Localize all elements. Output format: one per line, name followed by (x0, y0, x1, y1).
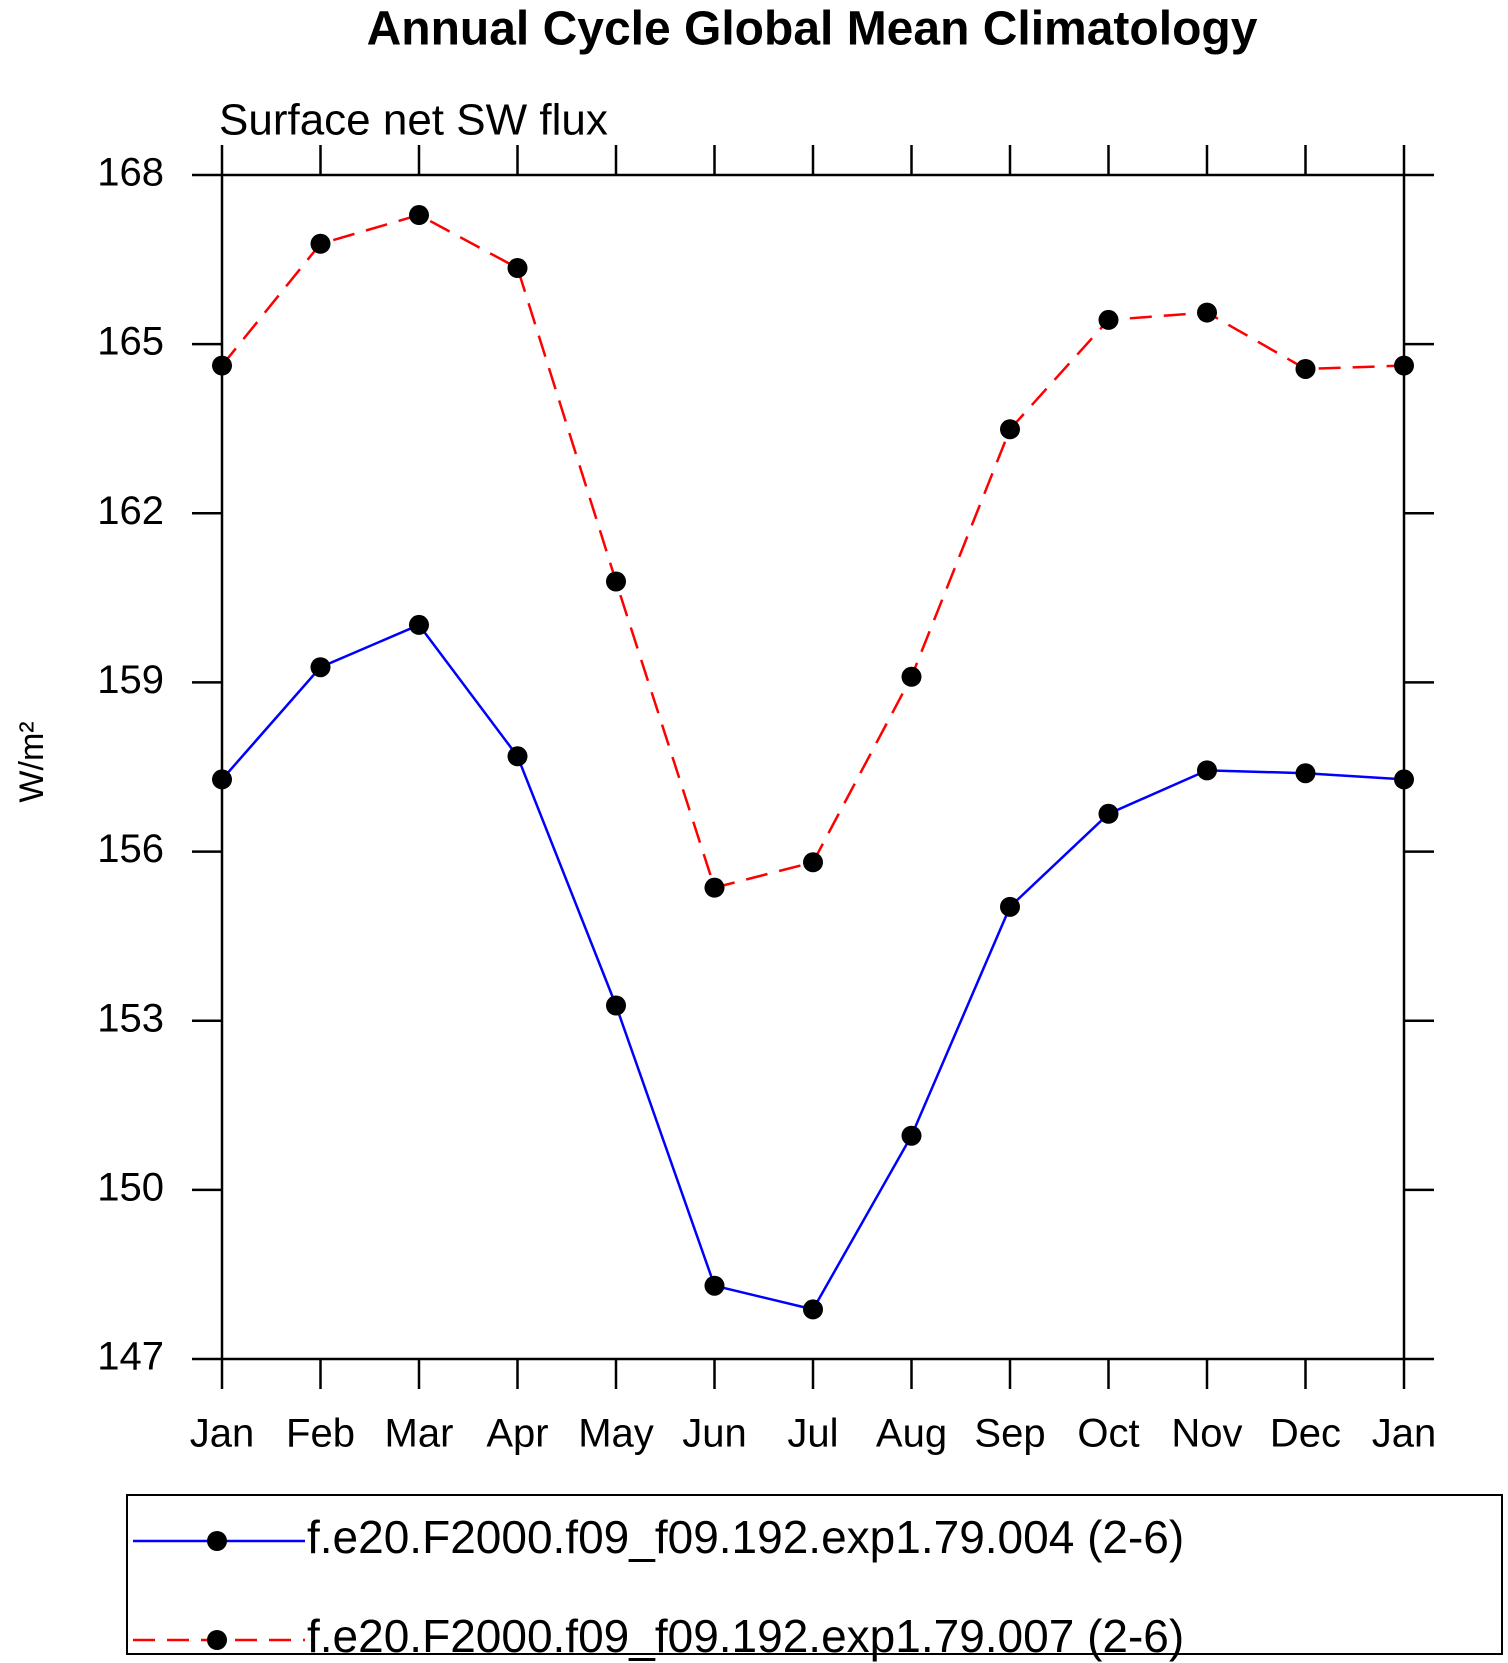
x-tick-label: Jan (190, 1412, 255, 1456)
data-point (1197, 760, 1217, 781)
y-tick-label: 153 (97, 996, 164, 1040)
x-tick-label: May (578, 1412, 654, 1456)
x-tick-label: Oct (1077, 1412, 1139, 1456)
y-tick-label: 150 (97, 1165, 164, 1209)
x-tick-label: Jun (682, 1412, 747, 1456)
x-tick-label: Sep (974, 1412, 1045, 1456)
x-tick-label: Jan (1372, 1412, 1437, 1456)
data-point (1098, 803, 1119, 824)
data-point (606, 995, 626, 1016)
y-tick-label: 156 (97, 827, 164, 871)
legend-marker (207, 1630, 227, 1650)
data-point (507, 746, 528, 767)
data-point (803, 852, 823, 873)
x-tick-label: Jul (787, 1412, 838, 1456)
legend-label: f.e20.F2000.f09_f09.192.exp1.79.004 (2-6… (307, 1511, 1184, 1563)
data-point (1295, 358, 1316, 379)
data-point (1394, 355, 1414, 376)
legend-label: f.e20.F2000.f09_f09.192.exp1.79.007 (2-6… (307, 1610, 1184, 1662)
data-point (704, 1275, 725, 1296)
data-point (1197, 302, 1217, 323)
y-tick-label: 168 (97, 151, 164, 195)
legend-marker (207, 1531, 227, 1551)
data-point (901, 1125, 922, 1146)
data-point (310, 657, 331, 678)
x-tick-label: Dec (1270, 1412, 1341, 1456)
x-tick-label: Apr (486, 1412, 548, 1456)
data-point (1000, 896, 1020, 917)
y-tick-label: 165 (97, 320, 164, 364)
data-point (901, 666, 922, 687)
data-point (212, 769, 232, 790)
x-tick-label: Feb (286, 1412, 355, 1456)
data-point (803, 1299, 823, 1320)
y-axis-label: W/m² (13, 721, 51, 802)
data-point (1394, 769, 1414, 790)
plot-frame (220, 173, 1406, 1361)
data-point (704, 877, 725, 898)
y-tick-label: 159 (97, 658, 164, 702)
data-point (310, 233, 331, 254)
data-point (1000, 419, 1020, 440)
x-tick-label: Aug (876, 1412, 947, 1456)
data-point (1098, 309, 1119, 330)
data-point (409, 614, 429, 635)
y-tick-label: 162 (97, 489, 164, 533)
legend-box (126, 1494, 1503, 1655)
data-point (507, 258, 528, 279)
series-line (221, 623, 1405, 1311)
y-tick-label: 147 (97, 1335, 164, 1379)
data-point (606, 571, 626, 592)
data-point (409, 205, 429, 226)
x-tick-label: Nov (1171, 1412, 1242, 1456)
x-tick-label: Mar (385, 1412, 454, 1456)
series-line (221, 213, 1405, 890)
chart-title: Annual Cycle Global Mean Climatology (367, 3, 1258, 56)
chart-subtitle: Surface net SW flux (219, 96, 608, 145)
data-point (1295, 763, 1316, 784)
data-point (212, 355, 232, 376)
